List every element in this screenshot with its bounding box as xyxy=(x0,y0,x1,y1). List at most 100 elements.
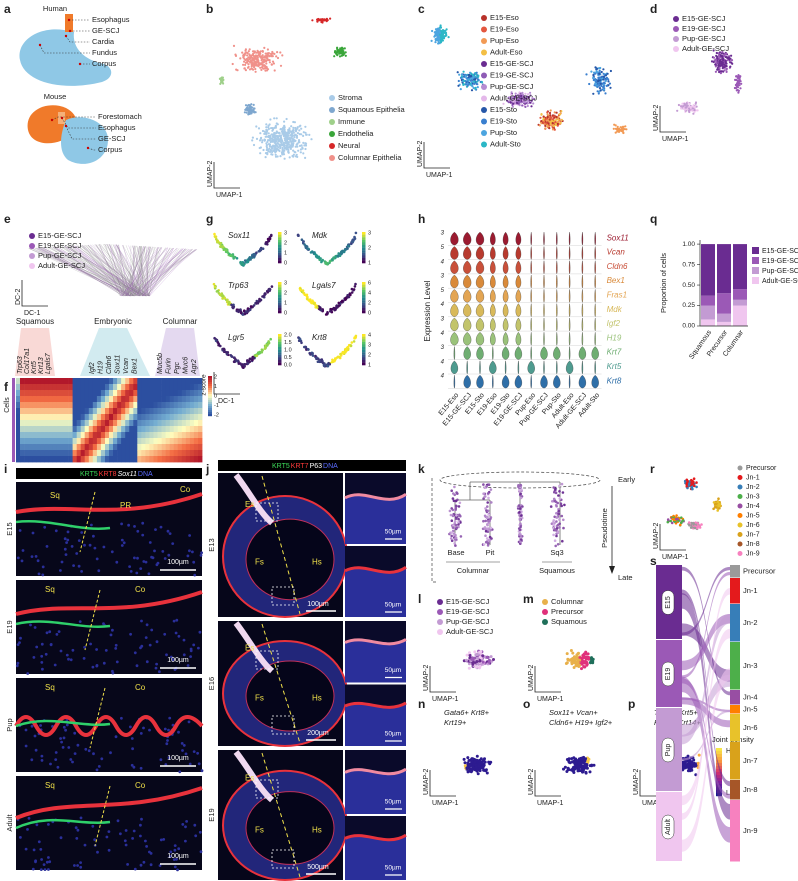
nucleus xyxy=(192,560,196,564)
cell-dot xyxy=(555,111,558,114)
region-label: Fs xyxy=(255,694,264,703)
cell-dot xyxy=(522,101,525,104)
cell-dot xyxy=(604,79,607,83)
nucleus xyxy=(136,529,140,533)
cell-dot xyxy=(354,334,358,338)
trajectory-edge xyxy=(144,246,151,297)
cell-dot xyxy=(586,652,590,656)
heatmap-cell xyxy=(185,438,191,445)
heatmap-cell xyxy=(129,426,134,433)
heatmap-cell xyxy=(100,450,106,457)
heatmap-cell xyxy=(169,390,175,397)
nucleus xyxy=(139,823,142,827)
heatmap-cell xyxy=(68,378,73,385)
heatmap-cell xyxy=(80,438,86,445)
heatmap-cell xyxy=(149,420,154,427)
heatmap-cell xyxy=(149,456,154,463)
cell-dot xyxy=(267,139,270,142)
nucleus xyxy=(47,823,50,826)
cell-dot xyxy=(255,51,258,54)
heatmap-cell xyxy=(109,414,114,421)
cell-dot xyxy=(239,261,243,264)
heatmap-cell xyxy=(24,408,29,415)
heatmap-cell xyxy=(68,432,73,439)
cell-dot xyxy=(246,359,250,363)
cell-dot xyxy=(724,60,727,63)
heatmap-cell xyxy=(56,396,61,403)
nucleus xyxy=(149,863,153,867)
cell-dot xyxy=(456,71,459,74)
cell-dot xyxy=(553,111,556,114)
legend-label: E19-GE-SCJ xyxy=(490,70,534,79)
cell-dot xyxy=(275,117,278,120)
heatmap-cell xyxy=(80,456,86,463)
heatmap-cell xyxy=(56,438,61,445)
heatmap-cell xyxy=(52,378,57,385)
cell-dot xyxy=(612,127,615,130)
violin xyxy=(530,375,532,389)
cell-dot xyxy=(253,107,256,110)
bar-segment xyxy=(733,289,747,300)
heatmap-cell xyxy=(32,408,37,415)
colorbar-cell xyxy=(208,390,212,393)
heatmap-cell xyxy=(20,456,25,463)
cell-dot xyxy=(246,310,250,313)
panel-letter: f xyxy=(4,380,9,394)
heatmap-cell xyxy=(24,444,29,451)
heatmap-cell xyxy=(40,438,45,445)
cell-dot xyxy=(279,51,282,54)
scale-tick: 2 xyxy=(368,352,371,358)
heatmap-cell xyxy=(20,420,25,427)
cell-dot xyxy=(278,132,281,135)
nucleus xyxy=(33,626,37,629)
heatmap-cell xyxy=(84,432,90,439)
cell-dot xyxy=(304,246,308,250)
heatmap-cell xyxy=(92,456,98,463)
cell-dot xyxy=(250,67,253,70)
cell-dot xyxy=(267,340,270,343)
heatmap-cell xyxy=(121,390,126,397)
heatmap-cell xyxy=(177,384,183,391)
gene-label: Sox11 xyxy=(607,233,629,242)
cell-dot xyxy=(469,77,472,80)
cell-dot xyxy=(714,70,718,73)
cell-dot xyxy=(274,124,277,127)
cell-dot xyxy=(454,523,458,527)
gene-label: Krt8 xyxy=(312,333,327,342)
heatmap-cell xyxy=(16,408,21,415)
cell-dot xyxy=(263,138,266,141)
heatmap-cell xyxy=(181,426,187,433)
heatmap-cell xyxy=(181,420,187,427)
nucleus xyxy=(42,863,46,866)
heatmap-cell xyxy=(32,414,37,421)
heatmap-cell xyxy=(185,414,191,421)
nucleus xyxy=(141,521,145,525)
region-label: Hs xyxy=(312,557,322,566)
heatmap-cell xyxy=(165,414,170,421)
cell-dot xyxy=(292,142,295,145)
gene-label: Sox11 xyxy=(114,355,121,374)
cell-dot xyxy=(554,500,558,504)
violin xyxy=(581,232,584,246)
nucleus xyxy=(165,742,169,746)
nucleus xyxy=(120,538,124,542)
cell-dot xyxy=(470,657,474,661)
heatmap-cell xyxy=(100,426,106,433)
nucleus xyxy=(135,571,139,575)
violin xyxy=(453,375,456,389)
nucleus xyxy=(100,757,104,761)
heatmap-cell xyxy=(145,444,150,451)
heatmap-cell xyxy=(161,420,166,427)
nucleus xyxy=(184,752,188,756)
colorbar-cell xyxy=(278,282,282,285)
nucleus xyxy=(182,638,186,642)
nucleus xyxy=(133,867,137,871)
cell-dot xyxy=(263,55,267,59)
violin xyxy=(594,317,596,332)
trajectory-edge xyxy=(109,244,123,297)
cell-dot xyxy=(606,77,609,80)
heatmap-cell xyxy=(133,420,138,427)
violin xyxy=(475,289,485,303)
cell-dot xyxy=(454,544,457,547)
heatmap-cell xyxy=(169,408,175,415)
